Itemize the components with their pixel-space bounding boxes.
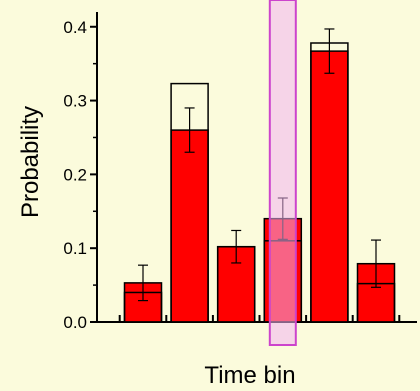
y-tick-label: 0.2 xyxy=(63,165,87,184)
x-axis-ticks xyxy=(118,315,401,322)
y-axis-ticks: 0.0 0.1 0.2 0.3 0.4 xyxy=(63,18,97,332)
error-bars xyxy=(138,28,381,302)
outline-bar xyxy=(170,82,209,323)
y-tick-label: 0.1 xyxy=(63,239,87,258)
x-axis-title: Time bin xyxy=(204,362,295,389)
y-axis-title: Probability xyxy=(17,106,44,218)
bars xyxy=(123,50,396,323)
filled-bar xyxy=(310,50,349,323)
outline-bars xyxy=(123,42,396,323)
highlight-band xyxy=(268,0,297,346)
y-tick-label: 0.3 xyxy=(63,92,87,111)
filled-bar xyxy=(170,129,209,323)
y-tick-label: 0.0 xyxy=(63,313,87,332)
highlight-band-rect xyxy=(268,0,297,346)
y-tick-label: 0.4 xyxy=(63,18,87,37)
